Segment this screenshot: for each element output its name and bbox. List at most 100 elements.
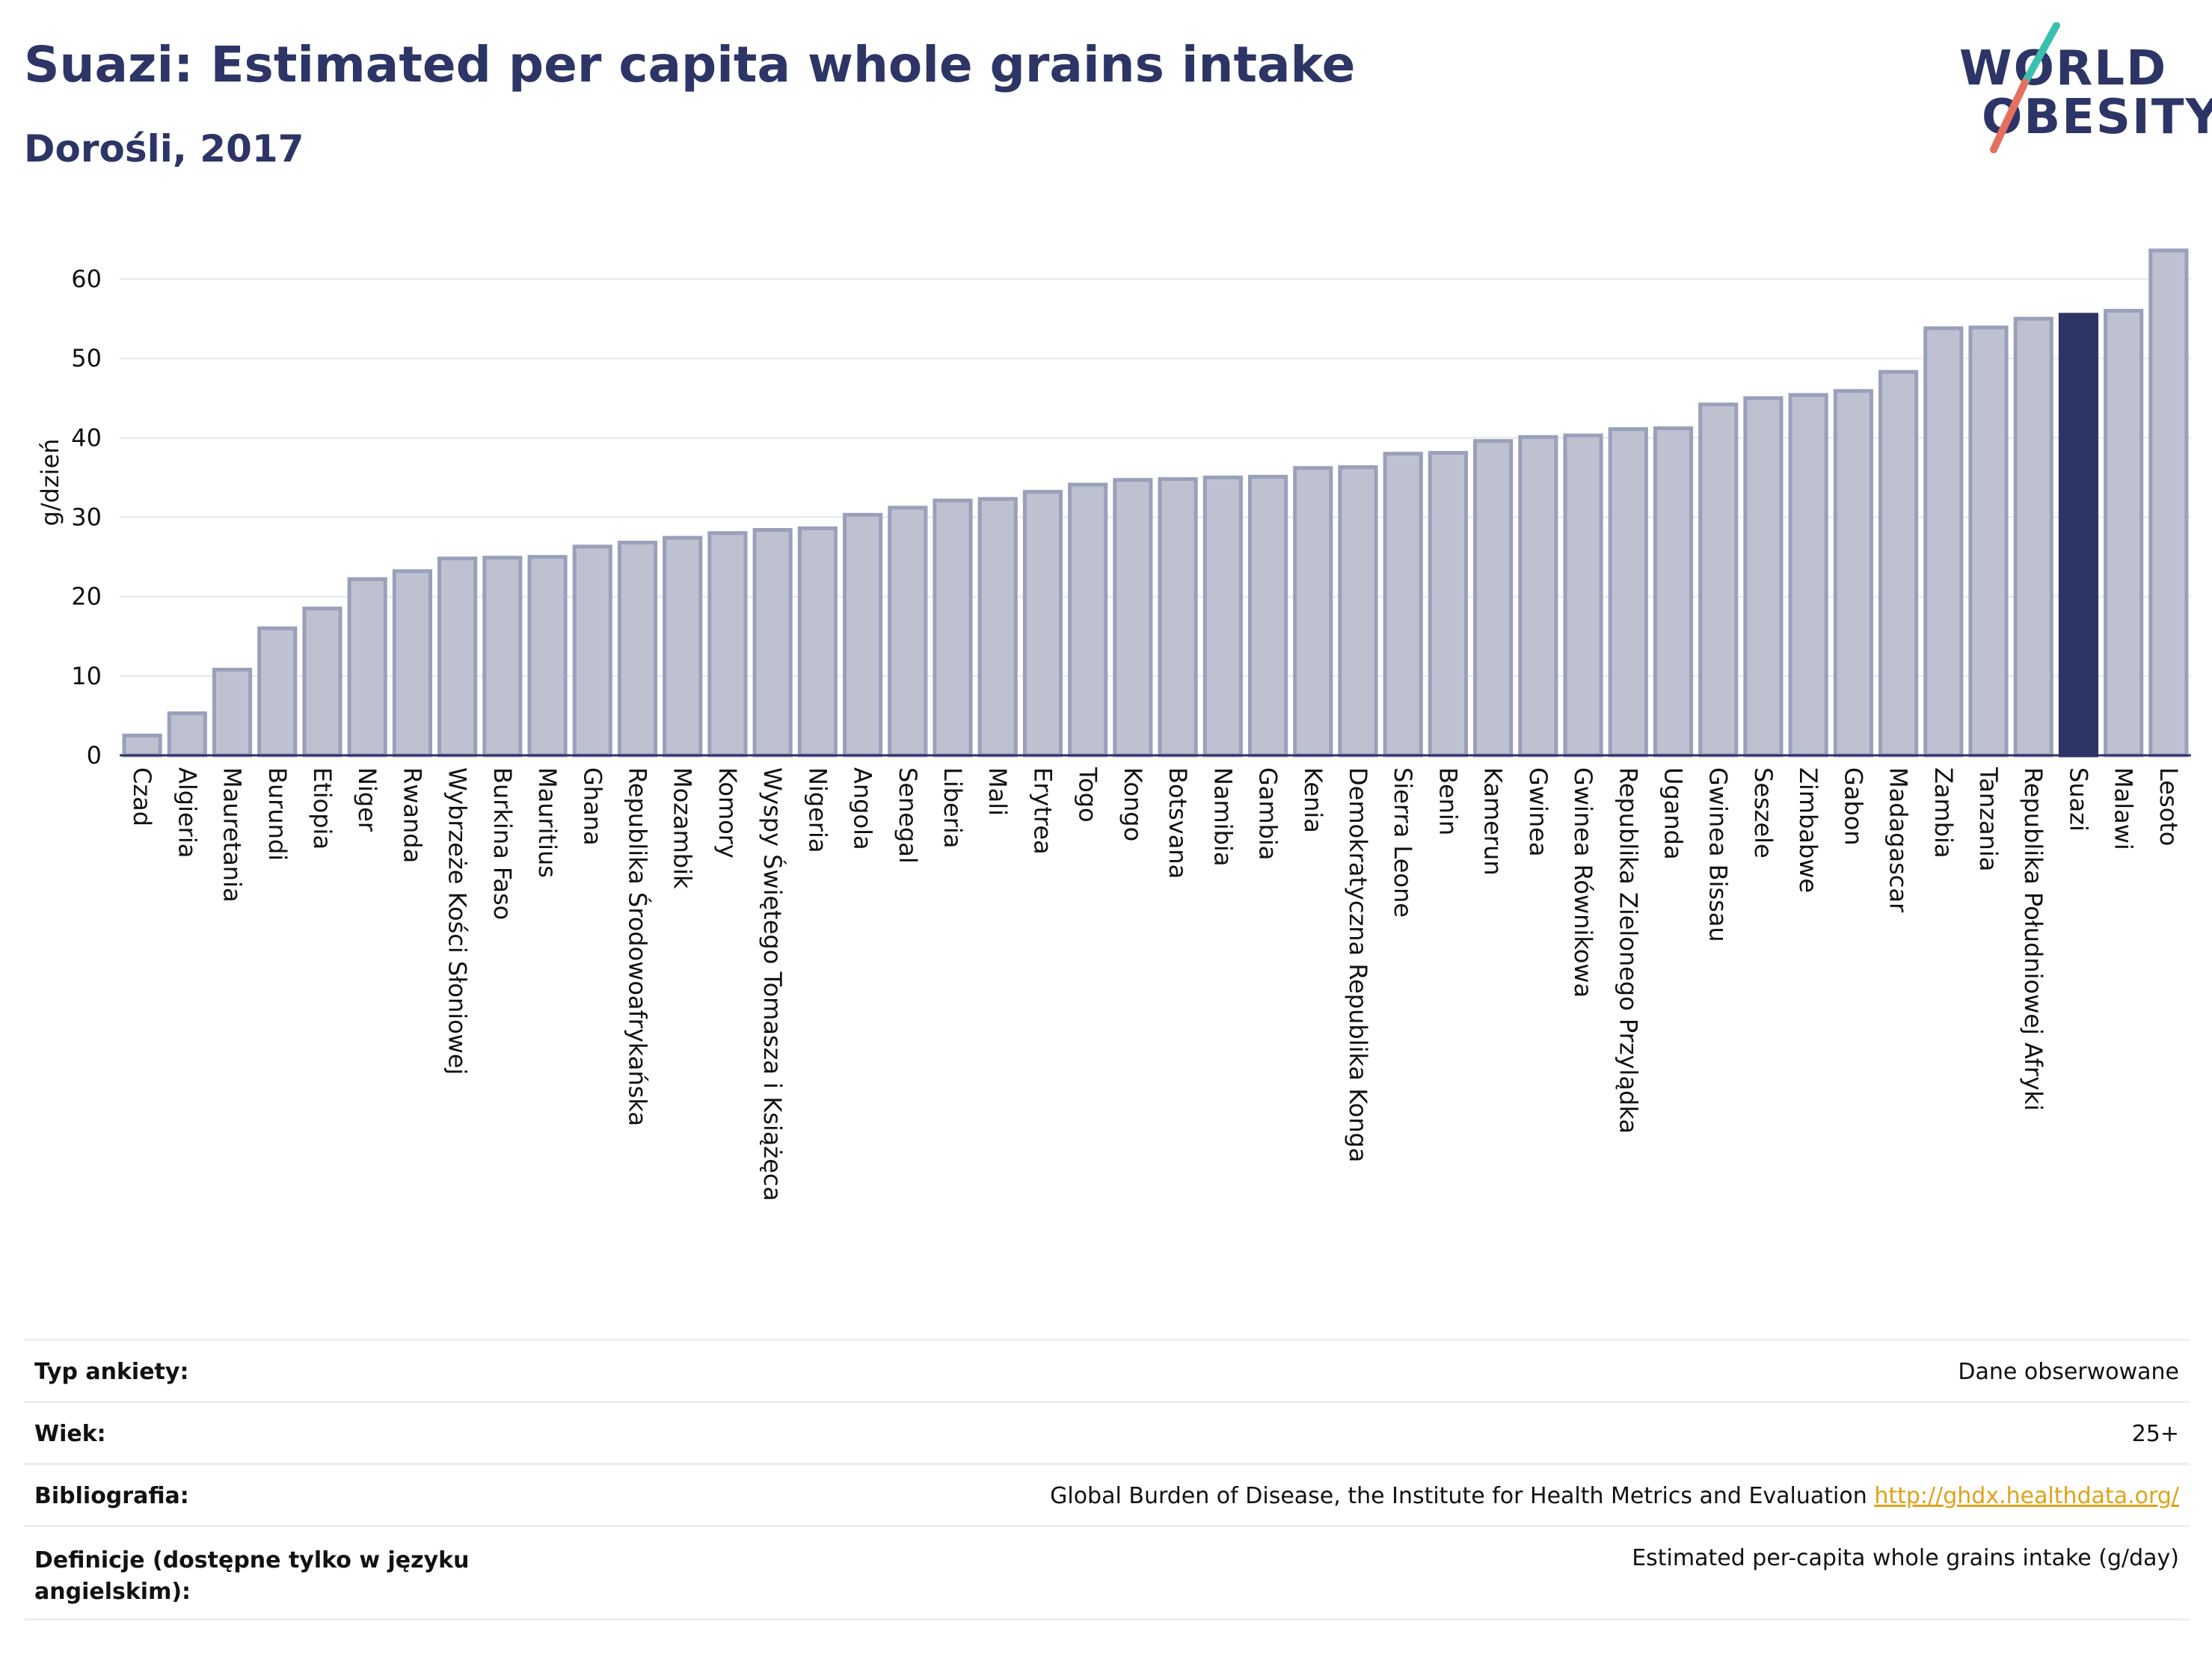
x-tick-label: Liberia xyxy=(938,767,967,848)
bar-gambia[interactable] xyxy=(1247,474,1288,758)
y-tick-label: 50 xyxy=(71,344,102,372)
bar-angola[interactable] xyxy=(843,512,883,758)
x-tick-label: Senegal xyxy=(894,767,922,864)
bar-kongo[interactable] xyxy=(1113,478,1153,758)
y-tick-label: 0 xyxy=(87,741,102,770)
bar-etiopia[interactable] xyxy=(302,607,342,758)
bar-botsvana[interactable] xyxy=(1158,477,1198,758)
x-tick-label: Seszele xyxy=(1749,767,1778,859)
x-tick-label: Zimbabwe xyxy=(1794,767,1822,893)
bar-kenia[interactable] xyxy=(1293,466,1333,758)
info-row-bibliography: Bibliografia: Global Burden of Disease, … xyxy=(24,1463,2190,1525)
bar-niger[interactable] xyxy=(347,577,387,758)
bar-sierra-leone[interactable] xyxy=(1383,452,1423,758)
info-row-survey: Typ ankiety: Dane obserwowane xyxy=(24,1339,2190,1401)
survey-type-value: Dane obserwowane xyxy=(1958,1359,2179,1385)
survey-type-label: Typ ankiety: xyxy=(34,1359,189,1385)
world-obesity-logo[interactable]: WORLD OBESITY xyxy=(1944,22,2212,157)
bar-wybrzeże-kości-słoniowej[interactable] xyxy=(437,556,478,758)
x-tick-label: Wybrzeże Kości Słoniowej xyxy=(443,767,472,1075)
x-tick-label: Malawi xyxy=(2110,767,2138,850)
x-tick-label: Lesoto xyxy=(2154,767,2183,846)
bibliography-label: Bibliografia: xyxy=(34,1483,189,1509)
x-tick-label: Kamerun xyxy=(1479,767,1508,876)
x-tick-label: Togo xyxy=(1074,767,1102,823)
x-tick-label: Gabon xyxy=(1839,767,1867,846)
definitions-label: Definicje (dostępne tylko w języku angie… xyxy=(34,1547,470,1605)
info-row-definitions: Definicje (dostępne tylko w języku angie… xyxy=(24,1525,2190,1621)
bar-gwinea[interactable] xyxy=(1518,435,1558,758)
bar-algieria[interactable] xyxy=(167,711,207,758)
bar-mauritius[interactable] xyxy=(527,555,568,758)
x-tick-label: Rwanda xyxy=(398,767,426,863)
bar-rwanda[interactable] xyxy=(392,569,433,758)
bar-demokratyczna-republika-konga[interactable] xyxy=(1338,465,1378,758)
bibliography-link[interactable]: http://ghdx.healthdata.org/ xyxy=(1874,1483,2179,1509)
logo-slash-icon xyxy=(1990,22,2060,153)
age-label: Wiek: xyxy=(34,1421,106,1447)
bar-ghana[interactable] xyxy=(572,544,612,758)
bar-suazi[interactable] xyxy=(2058,313,2099,758)
bar-malawi[interactable] xyxy=(2104,309,2144,758)
bar-republika-zielonego-przylądka[interactable] xyxy=(1608,427,1648,758)
x-tick-label: Kongo xyxy=(1119,767,1147,841)
bar-mozambik[interactable] xyxy=(663,535,703,758)
bar-lesoto[interactable] xyxy=(2148,248,2189,758)
y-tick-label: 40 xyxy=(71,423,102,452)
x-tick-label: Czad xyxy=(128,767,156,826)
x-tick-label: Republika Południowej Afryki xyxy=(2019,767,2047,1111)
y-axis-label: g/dzień xyxy=(36,438,64,526)
bar-madagascar[interactable] xyxy=(1878,369,1919,758)
x-tick-label: Mozambik xyxy=(669,767,697,889)
bibliography-text: Global Burden of Disease, the Institute … xyxy=(1050,1483,1867,1509)
y-axis: 0 10 20 30 40 50 60 xyxy=(71,265,102,770)
x-tick-label: Nigeria xyxy=(803,767,832,853)
x-tick-label: Gambia xyxy=(1254,767,1282,860)
x-tick-label: Republika Zielonego Przylądka xyxy=(1614,767,1642,1134)
bibliography-value: Global Burden of Disease, the Institute … xyxy=(1050,1483,2179,1509)
bar-mauretania[interactable] xyxy=(212,667,253,758)
bar-gwinea-równikowa[interactable] xyxy=(1563,433,1603,758)
x-tick-label: Gwinea Równikowa xyxy=(1569,767,1597,998)
bar-tanzania[interactable] xyxy=(1968,325,2009,758)
bar-czad[interactable] xyxy=(122,733,162,758)
x-tick-label: Burundi xyxy=(263,767,292,861)
bar-senegal[interactable] xyxy=(888,506,928,758)
bar-liberia[interactable] xyxy=(933,498,973,758)
x-tick-label: Uganda xyxy=(1659,767,1688,860)
bar-zimbabwe[interactable] xyxy=(1788,393,1828,758)
x-tick-label: Etiopia xyxy=(308,767,337,850)
bar-burundi[interactable] xyxy=(257,626,298,758)
bar-togo[interactable] xyxy=(1068,482,1108,758)
bar-republika-środowoafrykańska[interactable] xyxy=(617,541,658,758)
bar-wyspy-świętego-tomasza-i-książęca[interactable] xyxy=(752,528,793,758)
logo-text-world: WORLD xyxy=(1959,41,2168,96)
x-tick-label: Angola xyxy=(849,767,877,850)
x-tick-label: Suazi xyxy=(2064,767,2092,832)
x-tick-label: Demokratyczna Republika Konga xyxy=(1344,767,1372,1162)
bar-kamerun[interactable] xyxy=(1473,439,1514,758)
bar-mali[interactable] xyxy=(977,497,1018,758)
bar-komory[interactable] xyxy=(707,531,748,758)
bar-uganda[interactable] xyxy=(1653,426,1694,758)
bar-seszele[interactable] xyxy=(1743,396,1784,758)
info-table: Typ ankiety: Dane obserwowane Wiek: 25+ … xyxy=(24,1339,2190,1621)
y-tick-label: 60 xyxy=(71,265,102,293)
bar-namibia[interactable] xyxy=(1202,475,1243,758)
chart-title: Suazi: Estimated per capita whole grains… xyxy=(24,36,1356,93)
bar-nigeria[interactable] xyxy=(797,526,838,758)
age-value: 25+ xyxy=(2131,1421,2179,1447)
bar-republika-południowej-afryki[interactable] xyxy=(2013,316,2053,758)
bar-benin[interactable] xyxy=(1428,451,1468,758)
bar-erytrea[interactable] xyxy=(1022,490,1063,758)
bar-burkina-faso[interactable] xyxy=(482,556,523,758)
bar-gwinea-bissau[interactable] xyxy=(1698,402,1739,758)
x-tick-label: Niger xyxy=(353,767,381,832)
x-tick-label: Tanzania xyxy=(1974,767,2003,871)
x-tick-label: Gwinea Bissau xyxy=(1704,767,1733,942)
x-tick-label: Benin xyxy=(1434,767,1462,835)
bar-zambia[interactable] xyxy=(1923,326,1964,758)
x-tick-label: Mauritius xyxy=(533,767,562,878)
x-tick-label: Republika Środowoafrykańska xyxy=(624,767,653,1126)
bar-gabon[interactable] xyxy=(1833,389,1873,758)
